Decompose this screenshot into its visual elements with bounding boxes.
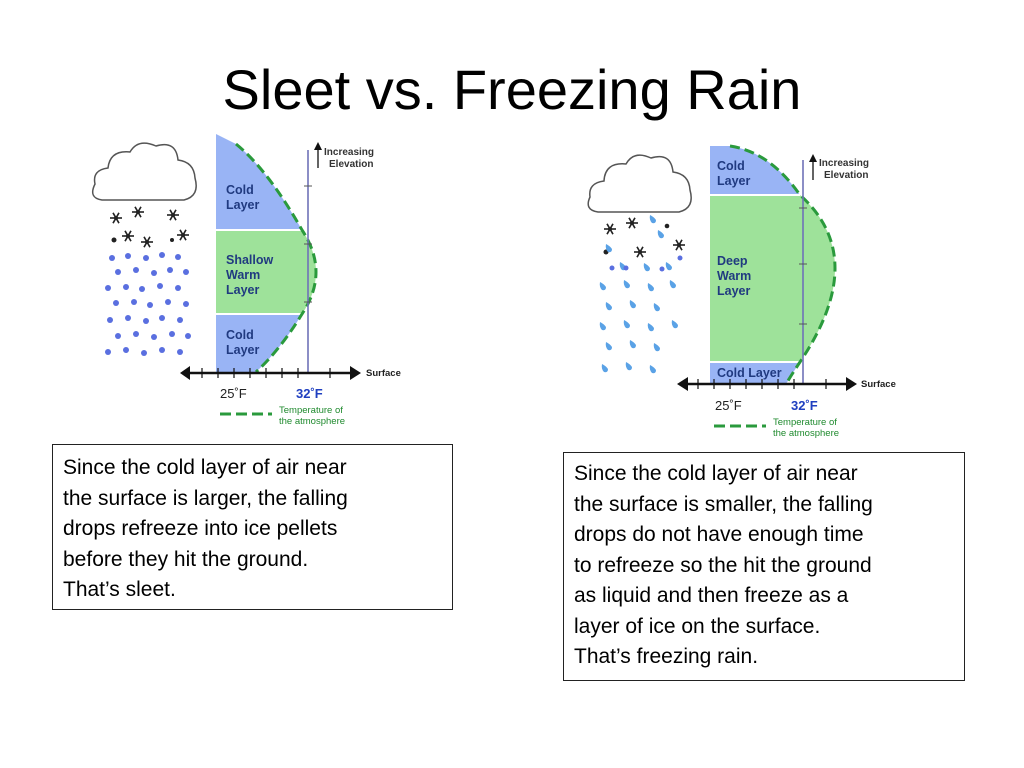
sleet-vs-freezing-rain-diagrams: Cold Layer Shallow Warm Layer Cold Layer Inc… [91, 134, 896, 439]
temperature-profile-line [235, 142, 318, 374]
slide-title: Sleet vs. Freezing Rain [222, 58, 802, 121]
caption-line: to refreeze so the hit the ground [574, 553, 872, 577]
top-layer-label: Cold Layer [226, 183, 259, 212]
elevation-label: Increasing Elevation [819, 158, 869, 181]
bottom-cold-layer [216, 314, 302, 372]
caption-line: Since the cold layer of air near [574, 462, 858, 485]
raindrop-icons [599, 215, 678, 374]
temp-cold-label: 25˚F [220, 386, 247, 401]
middle-layer-label: Deep Warm Layer [717, 254, 751, 298]
snowflake-icons [603, 217, 686, 259]
caption-line: drops do not have enough time [574, 523, 864, 546]
bottom-cold-layer [710, 362, 800, 384]
top-cold-layer [216, 134, 302, 230]
freezing-rain-caption: Since the cold layer of air near the sur… [563, 452, 965, 681]
snowflake-icons [109, 206, 190, 248]
top-cold-layer [710, 146, 800, 195]
caption-line: as liquid and then freeze as a [574, 584, 849, 607]
shallow-warm-layer [216, 230, 316, 314]
legend-label: Temperature of the atmosphere [773, 417, 839, 439]
caption-line: Since the cold layer of air near [63, 456, 347, 479]
legend-label: Temperature of the atmosphere [279, 405, 345, 427]
temp-freezing-label: 32˚F [791, 398, 818, 413]
bottom-layer-label: Cold Layer [717, 366, 782, 380]
elevation-label: Increasing Elevation [324, 147, 374, 170]
top-layer-label: Cold Layer [717, 159, 750, 188]
cloud-icon [587, 154, 692, 213]
caption-line: the surface is larger, the falling [63, 486, 348, 510]
caption-line: That’s sleet. [63, 578, 176, 601]
caption-line: before they hit the ground. [63, 547, 309, 571]
cloud-icon [91, 142, 197, 201]
temperature-profile-line [729, 144, 837, 385]
bottom-layer-label: Cold Layer [226, 328, 259, 357]
ice-pellet-icons [105, 252, 191, 356]
temp-freezing-label: 32˚F [296, 386, 323, 401]
caption-line: the surface is smaller, the falling [574, 492, 873, 516]
temp-cold-label: 25˚F [715, 398, 742, 413]
freezing-rain-diagram: Cold Layer Deep Warm Layer Cold Layer Incre… [587, 144, 896, 439]
caption-line: That’s freezing rain. [574, 645, 759, 668]
sleet-caption: Since the cold layer of air near the sur… [52, 444, 453, 610]
caption-line: drops refreeze into ice pellets [63, 517, 338, 540]
caption-line: layer of ice on the surface. [574, 614, 821, 638]
middle-layer-label: Shallow Warm Layer [226, 253, 274, 297]
surface-label: Surface [861, 379, 896, 390]
sleet-diagram: Cold Layer Shallow Warm Layer Cold Layer Inc… [91, 134, 401, 427]
surface-label: Surface [366, 368, 401, 379]
